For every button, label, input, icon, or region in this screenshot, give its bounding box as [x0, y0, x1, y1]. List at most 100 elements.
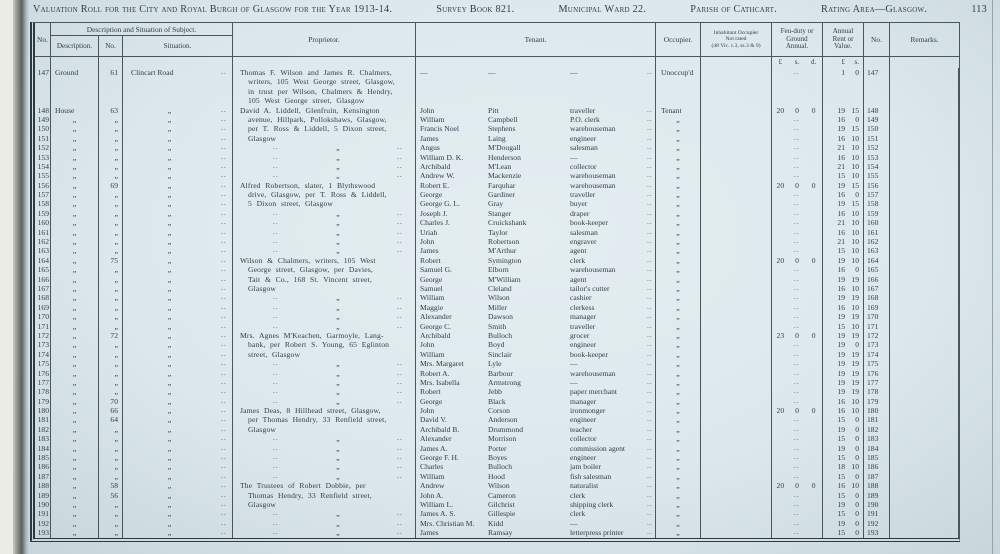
occupier-cell: „	[656, 490, 701, 500]
tenant-cell: George Gardiner traveller..	[416, 190, 656, 200]
street-number-cell: „	[99, 124, 123, 134]
situation-cell: „..	[123, 265, 233, 275]
tenant-cell: Archibald B. Drummond teacher..	[416, 424, 656, 435]
row-number-right-cell: 152	[864, 143, 890, 153]
remarks-cell	[890, 471, 959, 482]
inhabitant-occupier-cell	[701, 133, 772, 144]
row-number-right-cell: 169	[864, 302, 890, 313]
row-number-right-cell: 180	[864, 406, 890, 416]
inhabitant-occupier-cell	[701, 161, 772, 172]
table-row: 170 „ „ „.... „.. Alexander Dawson manager.. „..…	[35, 312, 959, 322]
row-number-right-cell: 184	[864, 443, 890, 454]
occupier-cell	[656, 77, 701, 87]
tenant-cell: John A. Cameron clerk..	[416, 490, 656, 500]
col-header-street-number: No.	[99, 36, 123, 56]
annual-rent-cell: 21 10	[823, 218, 864, 228]
row-number-cell: 160	[35, 218, 51, 228]
inhabitant-occupier-line1: Inhabitant Occupier	[713, 30, 759, 37]
occupier-cell: „	[656, 462, 701, 472]
tenant-cell: Uriah Taylor salesman..	[416, 227, 656, 238]
street-number-cell: 75	[99, 255, 123, 266]
situation-cell: „..	[123, 443, 233, 454]
remarks-cell	[890, 387, 959, 397]
annual-rent-cell	[823, 96, 864, 106]
row-number-right-cell	[864, 96, 890, 106]
street-number-cell: „	[99, 462, 123, 472]
row-number-cell: 193	[35, 528, 51, 538]
feu-duty-cell: ..	[772, 199, 823, 209]
street-number-cell: „	[99, 161, 123, 172]
occupier-cell: „	[656, 161, 701, 172]
proprietor-cell: drive, Glasgow, per T. Ross & Liddell,	[233, 190, 416, 200]
row-number-cell: 187	[35, 471, 51, 482]
proprietor-cell: Glasgow	[233, 283, 416, 294]
feu-duty-cell: ..	[772, 68, 823, 78]
occupier-cell: „	[656, 312, 701, 322]
situation-cell: „..	[123, 396, 233, 407]
annual-rent-cell: 15 10	[823, 246, 864, 256]
row-number-cell: 155	[35, 171, 51, 181]
row-number-cell: 159	[35, 208, 51, 219]
tenant-cell: Mrs. Christian M. Kidd —..	[416, 518, 656, 529]
remarks-cell	[890, 283, 959, 294]
occupier-cell: „	[656, 330, 701, 341]
table-row: 183 „ „ „.... „.. Alexander Morrison collector.…	[35, 434, 959, 444]
tenant-cell: William L. Gilchrist shipping clerk..	[416, 499, 656, 510]
table-row: 152 „ „ „.... „.. Angus M'Dougall salesman.. „..…	[35, 143, 959, 153]
proprietor-cell: Wilson & Chalmers, writers, 105 West	[233, 255, 416, 266]
proprietor-cell: .. „..	[233, 368, 416, 378]
proprietor-cell: David A. Liddell, Glenfruin, Kensington	[233, 105, 416, 115]
street-number-cell: „	[99, 246, 123, 256]
inhabitant-occupier-cell	[701, 114, 772, 125]
occupier-cell: „	[656, 424, 701, 435]
annual-rent-cell: 21 10	[823, 143, 864, 153]
inhabitant-occupier-cell	[701, 199, 772, 209]
inhabitant-occupier-cell	[701, 518, 772, 529]
description-cell: „	[51, 368, 99, 378]
tenant-cell: John Corson ironmonger..	[416, 406, 656, 416]
table-row: 149 „ „ „.. avenue, Hillpark, Pollokshaws, G…	[35, 114, 959, 125]
description-cell	[51, 96, 99, 106]
remarks-cell	[890, 274, 959, 284]
situation-cell: „..	[123, 274, 233, 284]
street-number-cell: „	[99, 114, 123, 125]
street-number-cell: 61	[99, 68, 123, 78]
situation-cell: „..	[123, 246, 233, 256]
street-number-cell: „	[99, 237, 123, 247]
occupier-cell: „	[656, 199, 701, 209]
feu-duty-cell: ..	[772, 218, 823, 228]
situation-cell: „..	[123, 499, 233, 510]
street-number-cell: „	[99, 171, 123, 181]
proprietor-cell: per T. Ross & Liddell, 5 Dixon street,	[233, 124, 416, 134]
col-header-occupier: Occupier.	[656, 23, 701, 56]
description-cell: „	[51, 471, 99, 482]
row-number-right-cell: 170	[864, 312, 890, 322]
remarks-cell	[890, 518, 959, 529]
occupier-cell: „	[656, 274, 701, 284]
table-row: 188 „ 58 „.. The Trustees of Robert Dobbie, …	[35, 481, 959, 491]
situation-cell: „..	[123, 114, 233, 125]
street-number-cell: „	[99, 340, 123, 350]
inhabitant-occupier-cell	[701, 171, 772, 181]
row-number-cell: 184	[35, 443, 51, 454]
situation-cell: „..	[123, 105, 233, 115]
inhabitant-occupier-cell	[701, 124, 772, 134]
description-cell: „	[51, 321, 99, 331]
table-row: 190 „ „ „.. Glasgow William L. Gilchrist shippi…	[35, 499, 959, 510]
feu-pounds-unit: £	[778, 58, 783, 66]
page-right-edge-line	[992, 0, 993, 554]
proprietor-cell: Glasgow	[233, 133, 416, 144]
occupier-cell: „	[656, 434, 701, 444]
description-cell: „	[51, 312, 99, 322]
annual-rent-cell: 16 10	[823, 406, 864, 416]
tenant-cell: George F. H. Boyes engineer..	[416, 453, 656, 463]
row-number-right-cell: 181	[864, 415, 890, 425]
proprietor-cell: .. „..	[233, 208, 416, 219]
street-number-cell: „	[99, 227, 123, 238]
col-header-inhabitant-occupier: Inhabitant Occupier Not rated (48 Vic. c…	[701, 23, 772, 56]
tenant-cell: Joseph J. Stanger draper..	[416, 208, 656, 219]
feu-duty-cell: ..	[772, 274, 823, 284]
proprietor-cell: .. „..	[233, 387, 416, 397]
tenant-cell: John Pitt traveller..	[416, 105, 656, 115]
row-number-right-cell: 178	[864, 387, 890, 397]
